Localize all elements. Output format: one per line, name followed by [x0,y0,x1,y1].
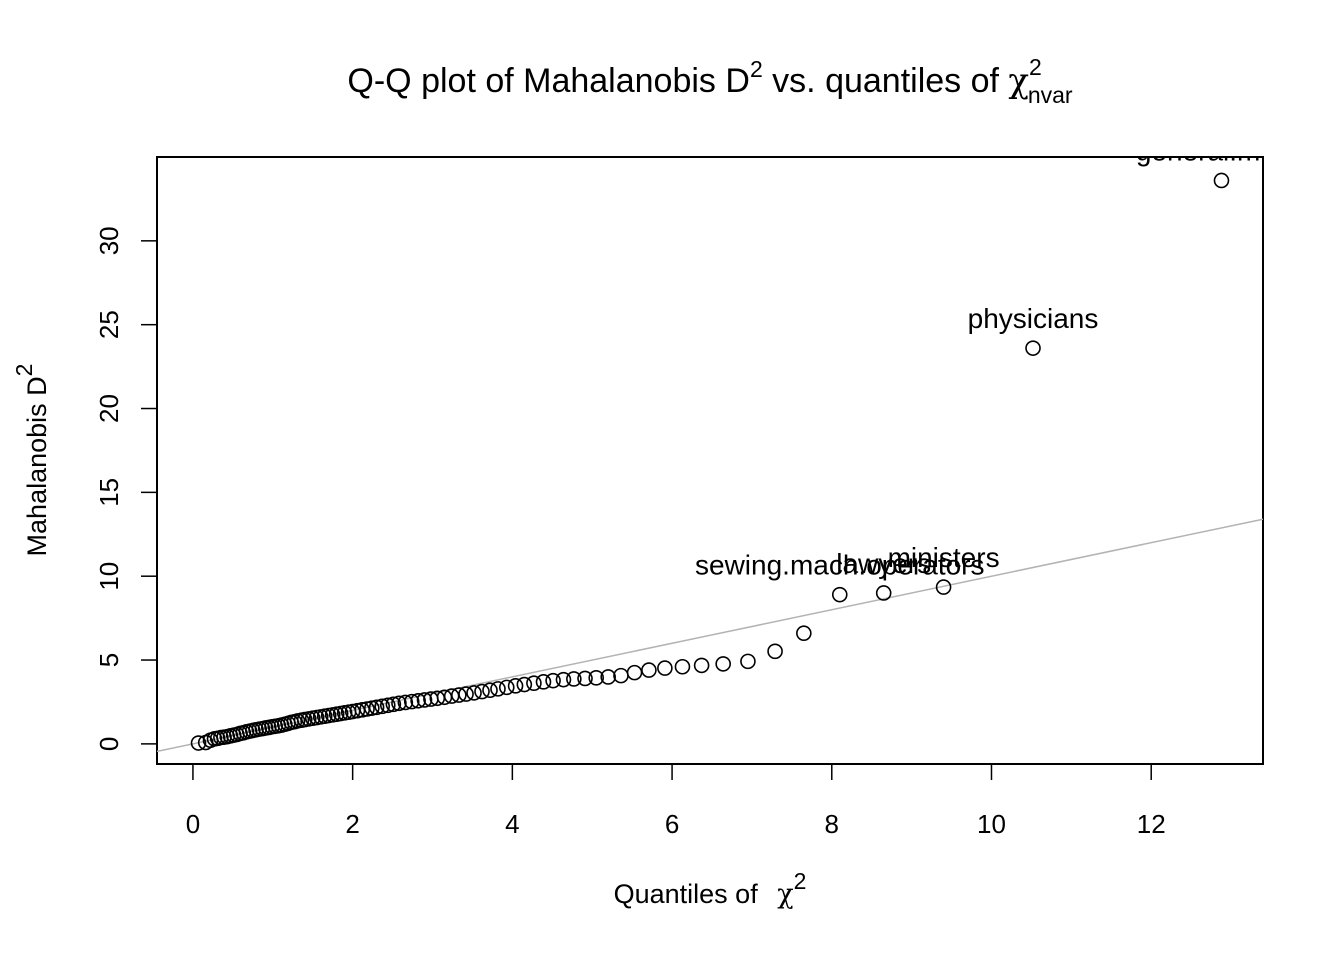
data-point [831,586,848,603]
x-tick-label: 2 [345,809,359,839]
x-tick-label: 4 [505,809,519,839]
data-point [613,667,629,684]
data-point [490,681,506,697]
x-axis-title: Quantiles of χ2 [614,868,807,910]
x-tick-label: 8 [825,809,839,839]
data-point [740,653,756,670]
data-point [410,692,426,709]
plot-frame [156,156,1264,765]
y-tick-label: 20 [94,394,124,423]
data-point [1025,340,1041,356]
data-point [796,625,812,642]
data-point [600,669,616,685]
data-point [379,697,396,714]
data-point [403,693,420,710]
data-point [693,657,710,674]
y-axis-title: Mahalanobis D2 [11,364,52,557]
y-tick-label: 5 [94,653,124,667]
data-point [935,579,952,595]
point-label: general.mana [1136,135,1308,166]
data-point [451,687,467,703]
y-tick-label: 0 [94,737,124,751]
data-point [466,685,482,701]
data-point [767,643,783,660]
y-tick-label: 25 [94,310,124,339]
x-tick-label: 0 [186,809,200,839]
data-point [657,660,673,676]
data-point [535,674,552,690]
data-point [641,662,657,678]
data-point [674,658,691,675]
data-point [516,676,533,693]
data-point [391,695,407,712]
data-point [545,672,561,689]
data-point [577,670,593,687]
chart-title: Q-Q plot of Mahalanobis D2 vs. quantiles… [347,54,1073,108]
data-point [507,678,524,694]
x-tick-label: 12 [1137,809,1166,839]
y-tick-label: 30 [94,226,124,255]
data-point [385,696,402,713]
data-point [1213,172,1230,189]
data-point [498,679,515,696]
data-point [626,664,643,681]
data-point [566,671,582,687]
data-point [474,683,490,700]
x-tick-label: 10 [977,809,1006,839]
data-point [526,675,542,691]
data-point [368,699,385,716]
point-label: ministers [888,542,1000,573]
data-point [555,671,572,688]
y-tick-label: 15 [94,478,124,507]
data-point [190,735,207,751]
data-point [458,686,474,702]
point-label: sewing.mach.operators [695,550,984,581]
data-point [482,682,498,699]
data-point [359,701,375,717]
x-axis: 0 2 4 6 8 10 12 [186,763,1166,839]
data-point [715,656,731,672]
data-point [875,585,892,601]
data-point [588,670,605,686]
data-point [374,698,390,715]
x-tick-label: 6 [665,809,679,839]
data-point [397,694,414,711]
y-tick-label: 10 [94,562,124,591]
data-point [364,700,380,716]
points-layer [190,172,1230,751]
point-label: physicians [968,303,1099,334]
y-axis: 0 5 10 15 20 25 30 [94,226,158,751]
data-point [416,692,433,708]
point-label: lawyers [836,548,931,579]
